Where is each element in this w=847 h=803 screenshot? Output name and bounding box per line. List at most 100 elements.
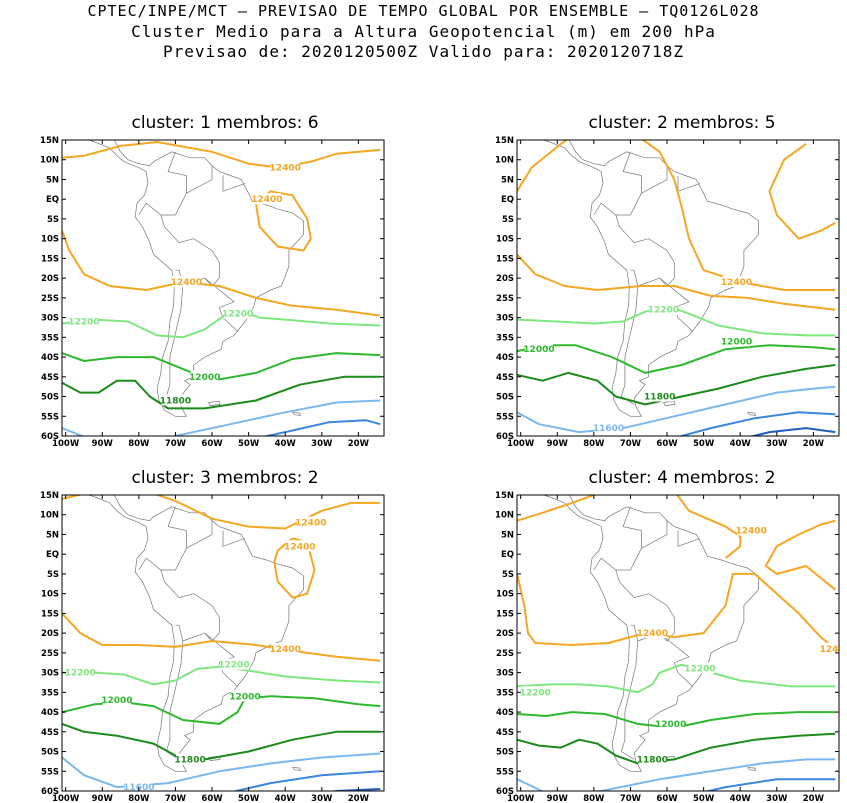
contour-label: 12000 (655, 720, 686, 730)
country-border (659, 632, 693, 687)
contour-label-bg (521, 686, 550, 698)
lon-tick-label: 40W (275, 794, 297, 803)
lon-tick-label: 70W (165, 439, 187, 449)
lat-tick-label: 40S (41, 708, 59, 718)
contour-label-bg (161, 394, 190, 406)
contour-12400 (641, 140, 836, 291)
contour-11800 (517, 732, 836, 765)
contour-label-bg (524, 343, 553, 355)
contour-11400 (704, 778, 836, 791)
contour-label-bg (230, 690, 259, 702)
contour-label: 12000 (721, 337, 752, 347)
contour-12400 (154, 495, 381, 530)
country-border (677, 175, 701, 192)
lat-tick-label: 50S (41, 748, 59, 758)
lon-tick-label: 70W (620, 439, 642, 449)
contour-12200 (517, 663, 836, 694)
map-frame (516, 139, 840, 437)
contour-12400 (517, 140, 569, 192)
lat-tick-label: 35S (496, 333, 514, 343)
contour-label: 12400 (284, 542, 315, 552)
country-border (204, 277, 238, 332)
lon-tick-label: 60W (201, 439, 223, 449)
lon-tick-label: 100W (52, 794, 80, 803)
panel-4-title: cluster: 4 membros: 2 (588, 468, 776, 488)
lat-tick-label: 10N (495, 156, 514, 166)
country-border (593, 151, 642, 216)
lon-tick-label: 20W (348, 439, 370, 449)
lat-tick-label: 25S (41, 649, 59, 659)
lat-tick-label: 5N (46, 175, 59, 185)
lat-tick-label: 15S (41, 254, 59, 264)
contour-label-bg (645, 390, 674, 402)
contour-label-bg (649, 303, 678, 315)
lon-tick-label: 80W (583, 439, 605, 449)
lat-tick-label: 60S (496, 787, 514, 797)
island (663, 400, 676, 406)
lat-tick-label: 40S (496, 708, 514, 718)
panel-3-title: cluster: 3 membros: 2 (131, 468, 319, 488)
contour-label: 12400 (270, 164, 301, 174)
lon-tick-label: 70W (620, 794, 642, 803)
lon-tick-label: 90W (92, 439, 114, 449)
country-border (593, 506, 642, 571)
contour-label: 12000 (189, 373, 220, 383)
lat-tick-label: 50S (41, 393, 59, 403)
contour-label-bg (252, 193, 281, 205)
lat-tick-label: 15N (40, 136, 59, 146)
contour-label-bg (124, 781, 153, 791)
contour-label: 12200 (218, 661, 249, 671)
contour-11600 (62, 399, 381, 436)
lat-tick-label: 10N (495, 511, 514, 521)
contour-11200 (330, 788, 381, 791)
lon-tick-label: 50W (238, 794, 260, 803)
lat-tick-label: 30S (496, 669, 514, 679)
contour-label-bg (737, 524, 766, 536)
map-panel-3: 12400 12400 12400 12200 12200 12000 12000 11800… (40, 491, 385, 803)
contour-12400 (517, 253, 836, 311)
contour-label: 12000 (101, 696, 132, 706)
lat-tick-label: 60S (41, 787, 59, 797)
contour-label-bg (656, 717, 685, 729)
contour-12400 (62, 495, 83, 500)
contour-label: 12400 (721, 278, 752, 288)
contour-label: 11800 (644, 393, 675, 403)
lon-tick-label: 30W (311, 794, 333, 803)
contour-label-bg (722, 276, 751, 288)
country-border (222, 175, 246, 192)
contour-label: 12200 (520, 688, 551, 698)
contour-label-bg (638, 627, 667, 639)
contour-12400 (62, 612, 381, 662)
contour-12400 (764, 519, 836, 591)
lon-tick-label: 90W (547, 794, 569, 803)
map-panel-2: 12400 12200 12000 12000 11800 11600 15N 10N 5N EQ… (495, 136, 840, 449)
lat-tick-label: 20S (496, 274, 514, 284)
lat-tick-label: 20S (41, 274, 59, 284)
lon-tick-label: 50W (693, 439, 715, 449)
lon-tick-label: 40W (730, 439, 752, 449)
contour-label: 12000 (523, 345, 554, 355)
coastline (87, 140, 304, 417)
contour-label: 12200 (648, 306, 679, 316)
lat-tick-label: 45S (41, 373, 59, 383)
coastline (542, 495, 759, 772)
lat-tick-label: 5N (501, 175, 514, 185)
lat-tick-label: 40S (496, 353, 514, 363)
lat-tick-label: 10S (41, 235, 59, 245)
contour-label: 12400 (251, 195, 282, 205)
lat-tick-label: 10S (41, 590, 59, 600)
country-border (165, 640, 184, 760)
lat-tick-label: 25S (496, 294, 514, 304)
map-frame (61, 494, 385, 792)
contour-12000 (517, 344, 836, 374)
island (747, 766, 757, 771)
lon-tick-label: 30W (311, 439, 333, 449)
lat-tick-label: EQ (501, 195, 514, 205)
lat-tick-label: EQ (501, 550, 514, 560)
contour-label-bg (69, 315, 98, 327)
lat-tick-label: 15N (40, 491, 59, 501)
contour-label: 11800 (637, 755, 668, 765)
lat-tick-label: 60S (41, 432, 59, 442)
country-border (165, 285, 184, 405)
country-border (138, 506, 187, 571)
